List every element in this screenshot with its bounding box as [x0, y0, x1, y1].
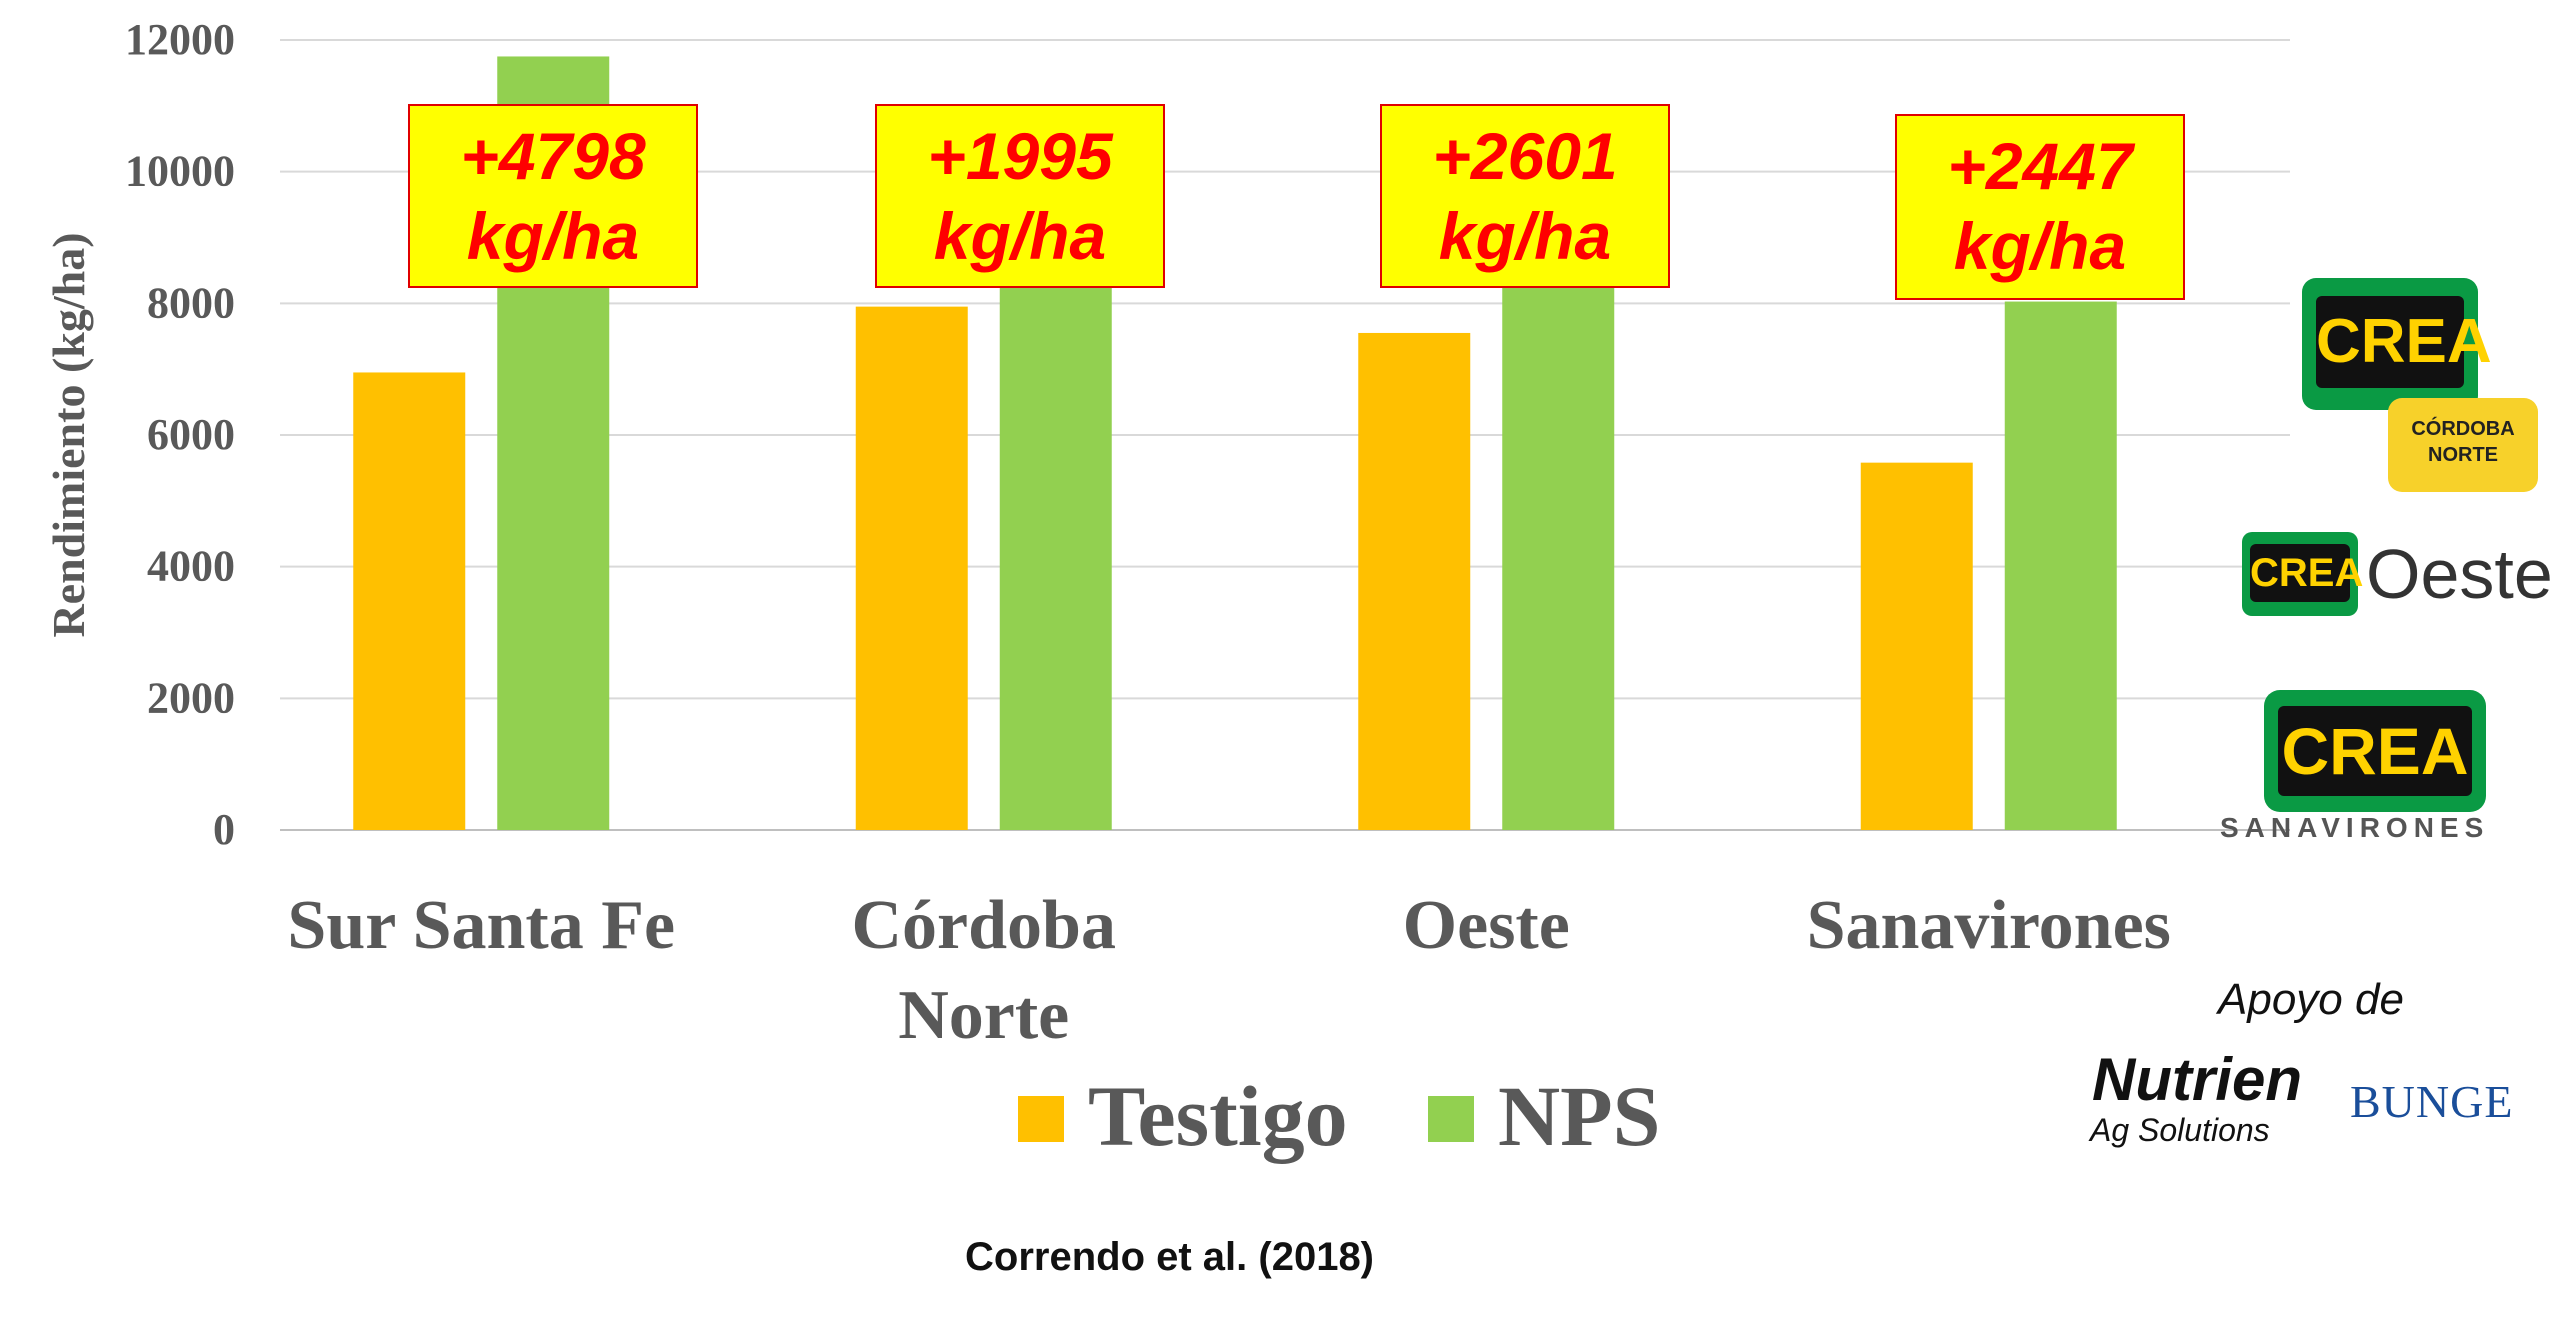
nutrien-subtitle: Ag Solutions: [2090, 1112, 2270, 1148]
annotation-value: +1995: [927, 119, 1113, 193]
cordoba-norte-tag: CÓRDOBA NORTE: [2388, 398, 2538, 492]
y-tick-label: 4000: [147, 542, 235, 591]
annotation-sur-santa-fe: +4798 kg/ha: [408, 104, 698, 288]
crea-sanavirones-logo: CREA SANAVIRONES: [2220, 680, 2550, 850]
y-tick-label: 0: [213, 805, 235, 854]
x-tick-label: Oeste: [1403, 887, 1570, 964]
cordoba-norte-line2: NORTE: [2428, 444, 2498, 466]
bar-testigo: [1860, 462, 1973, 830]
annotation-oeste: +2601 kg/ha: [1380, 104, 1670, 288]
bar-testigo: [1358, 332, 1471, 830]
annotation-unit: kg/ha: [933, 199, 1107, 273]
y-axis-title: Rendimiento (kg/ha): [43, 232, 94, 637]
legend-label: NPS: [1498, 1068, 1660, 1164]
annotation-value: +4798: [460, 119, 646, 193]
crea-cordoba-norte-logo: CREA CÓRDOBA NORTE: [2280, 270, 2550, 500]
crea-oeste-logo: CREA Oeste: [2238, 530, 2558, 620]
legend-label: Testigo: [1088, 1068, 1348, 1164]
citation: Correndo et al. (2018): [965, 1235, 1375, 1279]
annotation-unit: kg/ha: [1953, 209, 2127, 283]
y-tick-label: 6000: [147, 410, 235, 459]
annotation-value: +2601: [1432, 119, 1618, 193]
bar-testigo: [353, 372, 466, 830]
crea-wordmark: CREA: [2250, 544, 2363, 602]
nutrien-logo: Nutrien: [2092, 1046, 2302, 1113]
y-tick-label: 8000: [147, 278, 235, 327]
bunge-logo: BUNGE: [2350, 1076, 2514, 1127]
bar-nps: [2004, 301, 2117, 830]
cordoba-norte-line1: CÓRDOBA: [2411, 418, 2515, 440]
x-tick-label: Sur Santa Fe: [287, 887, 675, 964]
x-tick-label: Sanavirones: [1807, 887, 2171, 964]
crea-badge: CREA: [2242, 532, 2363, 616]
crea-wordmark: CREA: [2278, 706, 2472, 796]
sanavirones-wordmark: SANAVIRONES: [2220, 812, 2490, 843]
crea-badge: CREA: [2264, 690, 2486, 812]
y-tick-label: 2000: [147, 673, 235, 722]
crea-wordmark: CREA: [2316, 296, 2492, 388]
bar-testigo: [855, 306, 968, 830]
legend-swatch: [1018, 1096, 1064, 1142]
annotation-unit: kg/ha: [1438, 199, 1612, 273]
y-tick-label: 12000: [125, 15, 235, 64]
apoyo-label: Apoyo de: [2218, 975, 2404, 1024]
annotation-unit: kg/ha: [466, 199, 640, 273]
oeste-wordmark: Oeste: [2366, 535, 2553, 613]
x-tick-label: Norte: [898, 977, 1069, 1054]
crea-badge: CREA: [2302, 278, 2492, 410]
y-tick-label: 10000: [125, 147, 235, 196]
x-tick-label: Córdoba: [852, 887, 1116, 964]
legend-swatch: [1428, 1096, 1474, 1142]
annotation-value: +2447: [1947, 129, 2133, 203]
annotation-cordoba-norte: +1995 kg/ha: [875, 104, 1165, 288]
annotation-sanavirones: +2447 kg/ha: [1895, 114, 2185, 300]
